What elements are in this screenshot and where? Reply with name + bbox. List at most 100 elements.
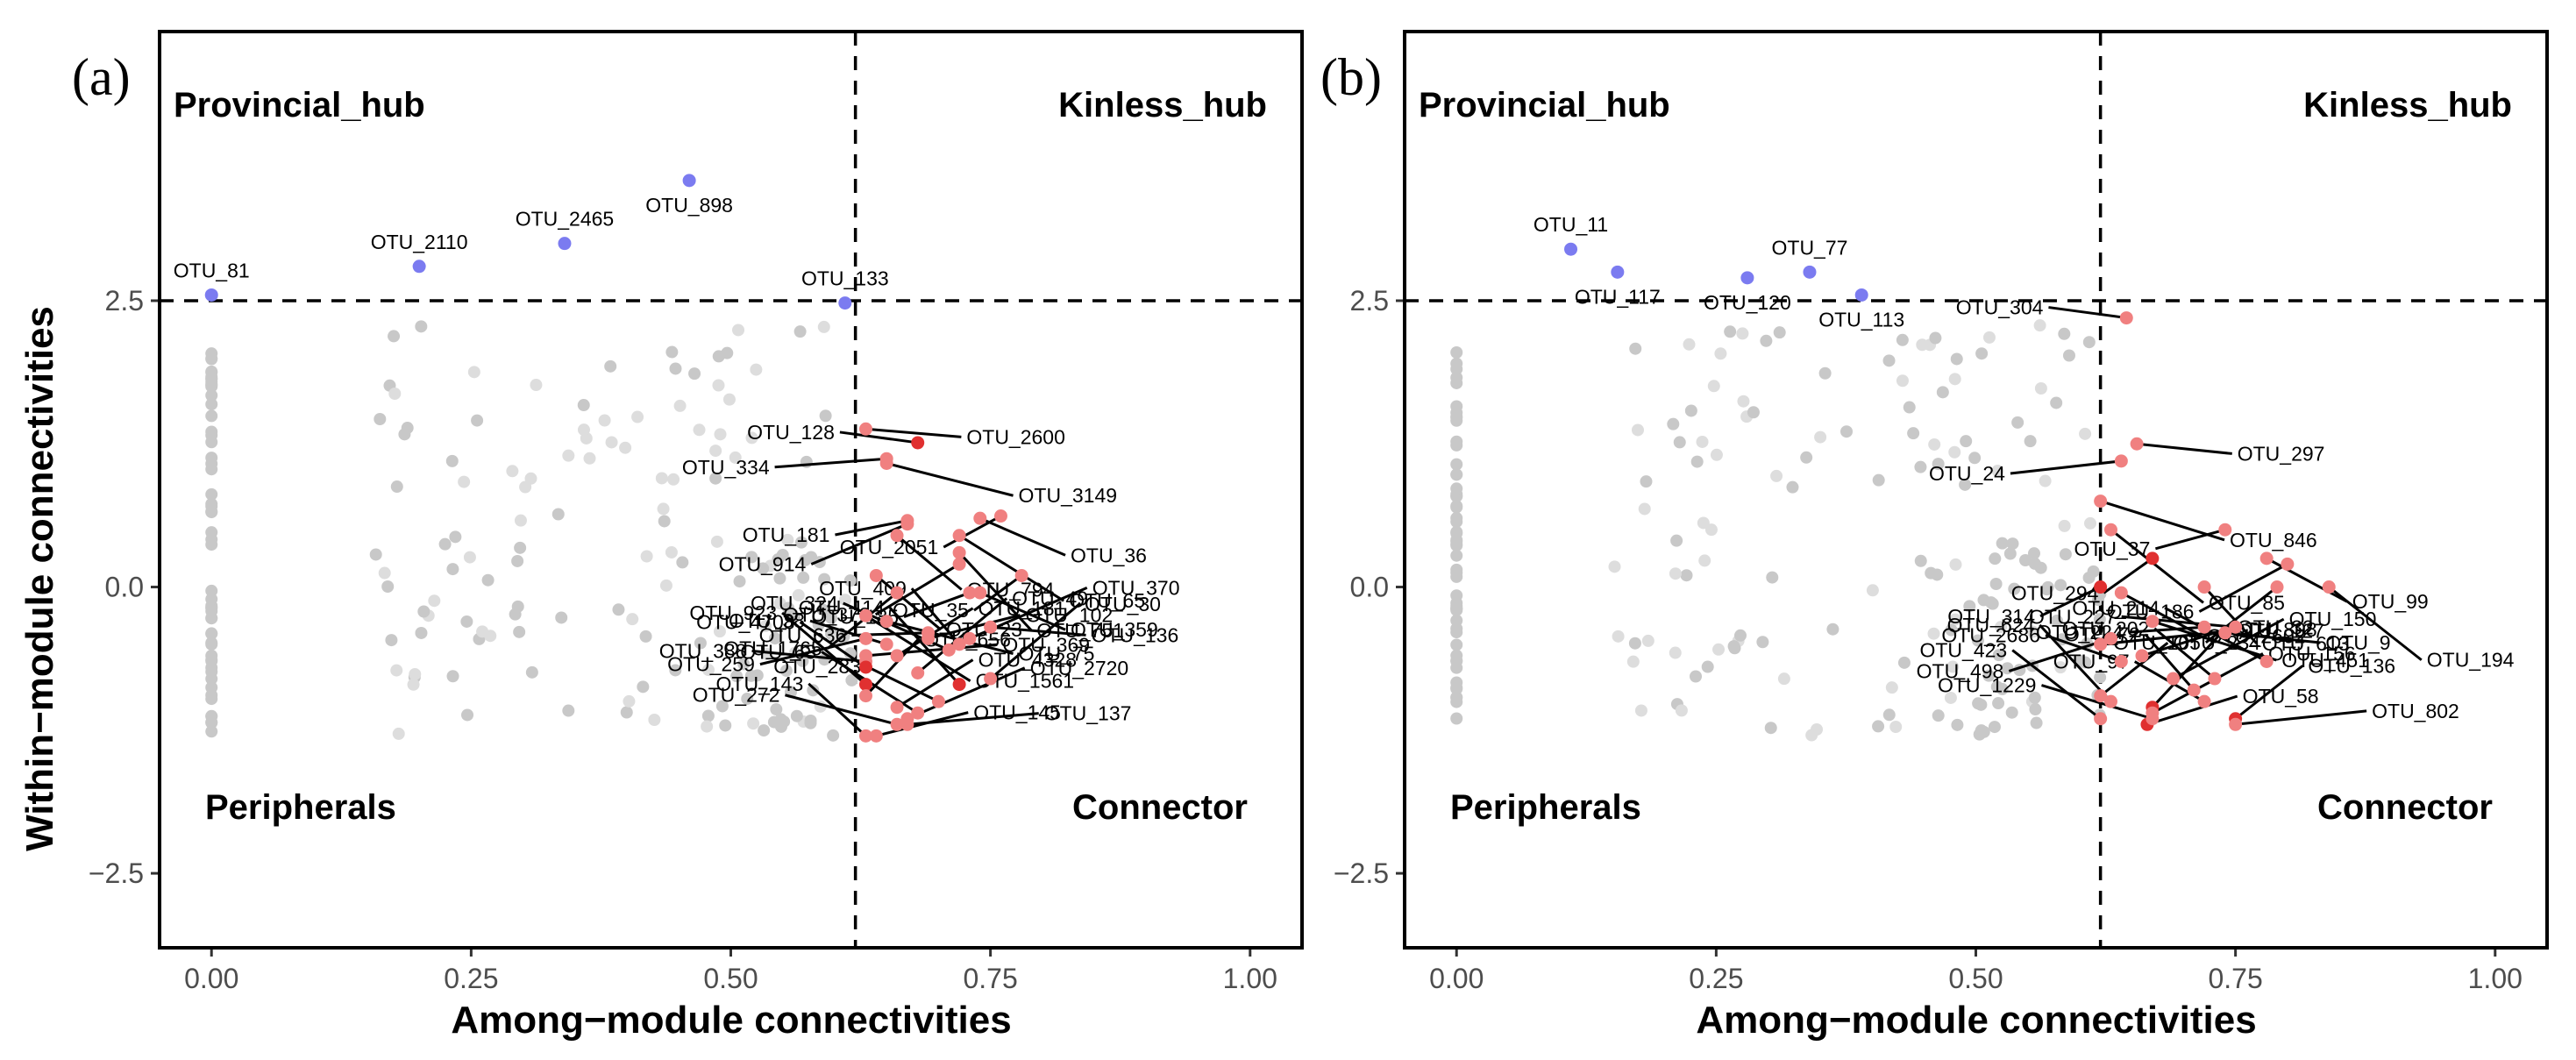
peripheral-point <box>741 692 754 705</box>
peripheral-point <box>1872 720 1885 733</box>
connector-point-label: OTU_65 <box>1069 589 1145 612</box>
peripheral-point <box>2026 625 2039 638</box>
panel-a-frame <box>158 30 1304 950</box>
peripheral-point <box>1948 373 1961 386</box>
connector-point-label: OTU_2720 <box>1030 657 1129 679</box>
connector-point-label: OTU_150 <box>2289 608 2377 630</box>
peripheral-point <box>758 724 771 737</box>
leader-line <box>896 658 974 708</box>
leader-line <box>2328 586 2423 661</box>
peripheral-point <box>793 325 807 338</box>
peripheral-point <box>605 436 618 449</box>
peripheral-point <box>514 514 527 527</box>
connector-point-label: OTU_2051 <box>840 536 939 558</box>
peripheral-point <box>626 613 639 626</box>
peripheral-point <box>205 389 218 402</box>
peripheral-point <box>648 714 661 727</box>
peripheral-point <box>1714 347 1727 360</box>
connector-point-label: OTU_369 <box>1002 633 1090 656</box>
peripheral-point <box>378 566 391 580</box>
quadrant-label-peripherals: Peripherals <box>205 788 396 827</box>
hub-point <box>1740 271 1754 285</box>
peripheral-point <box>446 563 459 576</box>
peripheral-point <box>818 573 831 586</box>
y-tick-label: 0.0 <box>105 572 144 603</box>
connector-point <box>2197 694 2211 708</box>
connector-point <box>2167 672 2181 686</box>
peripheral-point <box>2050 396 2063 409</box>
peripheral-point <box>772 552 785 566</box>
connector-point-label: OTU_1229 <box>1938 674 2037 697</box>
connector-point <box>890 649 904 663</box>
connector-point <box>2259 654 2274 668</box>
peripheral-point <box>1450 537 1463 551</box>
peripheral-point <box>1724 325 1737 338</box>
leader-line <box>989 602 1080 680</box>
peripheral-point <box>2082 336 2096 349</box>
peripheral-point <box>392 727 405 740</box>
connector-point <box>2218 626 2232 640</box>
peripheral-point <box>1991 465 2004 478</box>
peripheral-point <box>1450 566 1463 580</box>
peripheral-point <box>1826 622 1839 636</box>
peripheral-point <box>757 562 770 575</box>
connector-point <box>2094 637 2108 651</box>
peripheral-point <box>381 580 395 593</box>
peripheral-point <box>1450 357 1463 370</box>
peripheral-point <box>428 594 441 608</box>
connector-point-label: OTU_2600 <box>966 425 1065 448</box>
peripheral-point <box>604 359 617 373</box>
peripheral-point <box>1634 704 1647 717</box>
peripheral-point <box>1701 660 1714 673</box>
peripheral-point <box>773 572 786 585</box>
peripheral-point <box>659 579 672 592</box>
connector-point <box>858 678 872 692</box>
y-tick-label: 2.5 <box>105 285 144 317</box>
leader-line <box>2010 459 2122 475</box>
peripheral-point <box>1450 602 1463 615</box>
peripheral-point <box>1907 427 1920 440</box>
peripheral-point <box>385 634 398 647</box>
leader-line <box>2151 629 2226 708</box>
connector-point-label: OTU_4708 <box>696 610 795 633</box>
connector-point <box>858 608 872 622</box>
peripheral-point <box>709 472 722 485</box>
connector-point <box>900 517 914 531</box>
peripheral-point <box>1963 600 1976 613</box>
peripheral-point <box>774 713 787 726</box>
peripheral-point <box>583 452 596 465</box>
peripheral-point <box>1698 554 1711 567</box>
peripheral-point <box>555 611 568 624</box>
connector-point-label: OTU_136 <box>1092 623 1179 646</box>
peripheral-point <box>669 664 682 677</box>
peripheral-point <box>1950 352 1963 366</box>
connector-point-label: OTU_2686 <box>1941 624 2040 647</box>
peripheral-point <box>732 324 745 337</box>
peripheral-point <box>2028 691 2041 704</box>
peripheral-points <box>205 320 858 742</box>
peripheral-point <box>1450 549 1463 562</box>
peripheral-point <box>514 541 527 554</box>
connector-point-label: OTU_451 <box>2281 649 2369 672</box>
connector-point-label: OTU_194 <box>2427 649 2515 672</box>
hub-point <box>204 288 218 302</box>
peripheral-point <box>369 548 382 561</box>
connector-point <box>2119 311 2133 325</box>
leader-line <box>2153 627 2216 680</box>
peripheral-point <box>1932 709 1945 722</box>
quadrant-label-connector: Connector <box>2317 788 2493 827</box>
peripheral-point <box>1951 718 1964 731</box>
leader-line <box>2048 306 2127 320</box>
x-tick-label: 0.25 <box>1689 963 1743 994</box>
peripheral-point <box>1704 523 1718 537</box>
leader-line <box>990 625 1086 637</box>
peripheral-point <box>598 414 611 427</box>
connector-point-label: OTU_4328 <box>978 649 1078 672</box>
peripheral-point <box>205 709 218 722</box>
panel-a-ylabel: Within−module connectivities <box>18 306 61 851</box>
peripheral-point <box>1866 584 1879 597</box>
peripheral-point <box>715 700 729 713</box>
peripheral-point <box>205 409 218 423</box>
peripheral-point <box>2039 474 2052 487</box>
peripheral-point <box>1628 637 1641 650</box>
